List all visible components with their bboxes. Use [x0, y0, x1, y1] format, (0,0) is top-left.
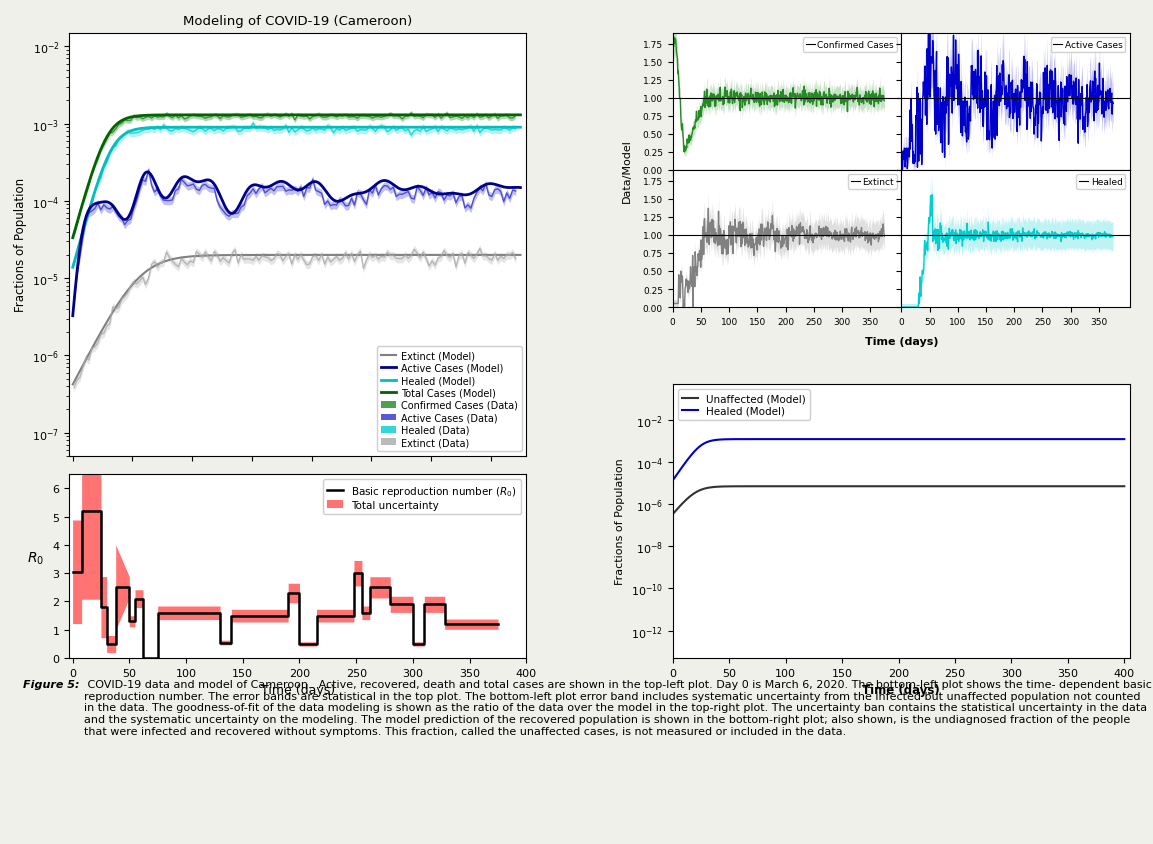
Legend: Extinct (Model), Active Cases (Model), Healed (Model), Total Cases (Model), Conf: Extinct (Model), Active Cases (Model), H…	[377, 347, 521, 452]
Basic reproduction number ($R_0$)	[383, 582, 397, 592]
Healed (Model)	[1007, 435, 1020, 445]
Text: Figure 5:: Figure 5:	[23, 679, 80, 690]
Healed (Model)	[969, 435, 982, 445]
Basic reproduction number ($R_0$)	[122, 616, 136, 626]
Basic reproduction number ($R_0$)	[128, 594, 142, 604]
Healed (Model)	[782, 435, 796, 445]
Y-axis label: Fractions of Population: Fractions of Population	[616, 458, 625, 585]
Unaffected (Model)	[965, 482, 979, 492]
Unaffected (Model)	[871, 482, 884, 492]
Line: Unaffected (Model): Unaffected (Model)	[672, 487, 1124, 515]
Basic reproduction number ($R_0$)	[66, 567, 80, 577]
Healed (Model)	[665, 476, 679, 486]
X-axis label: Time (days): Time (days)	[261, 684, 334, 696]
Healed (Model)	[746, 435, 760, 445]
Legend: Unaffected (Model), Healed (Model): Unaffected (Model), Healed (Model)	[678, 390, 809, 420]
Basic reproduction number ($R_0$)	[225, 611, 239, 621]
Line: Healed (Model): Healed (Model)	[672, 440, 1124, 481]
Legend: Healed: Healed	[1077, 176, 1125, 190]
Unaffected (Model)	[969, 482, 982, 492]
Legend: Extinct: Extinct	[849, 176, 897, 190]
Basic reproduction number ($R_0$)	[75, 506, 89, 517]
Y-axis label: Fractions of Population: Fractions of Population	[14, 178, 27, 312]
Text: COVID-19 data and model of Cameroon.  Active, recovered, death and total cases a: COVID-19 data and model of Cameroon. Act…	[84, 679, 1152, 736]
Healed (Model)	[925, 435, 939, 445]
Healed (Model)	[1117, 435, 1131, 445]
Unaffected (Model)	[746, 482, 760, 492]
Unaffected (Model)	[782, 482, 796, 492]
Line: Basic reproduction number ($R_0$): Basic reproduction number ($R_0$)	[73, 511, 498, 658]
Unaffected (Model)	[665, 510, 679, 520]
Unaffected (Model)	[1117, 482, 1131, 492]
Legend: Active Cases: Active Cases	[1050, 38, 1125, 52]
Healed (Model)	[933, 435, 947, 445]
Y-axis label: $R_0$: $R_0$	[28, 550, 44, 566]
Unaffected (Model)	[1007, 482, 1020, 492]
Text: Time (days): Time (days)	[865, 337, 939, 346]
Text: Data/Model: Data/Model	[621, 138, 632, 203]
Healed (Model)	[871, 435, 884, 445]
Title: Modeling of COVID-19 (Cameroon): Modeling of COVID-19 (Cameroon)	[183, 15, 413, 29]
Legend: Basic reproduction number ($R_0$), Total uncertainty: Basic reproduction number ($R_0$), Total…	[323, 479, 521, 514]
Legend: Confirmed Cases: Confirmed Cases	[802, 38, 897, 52]
Basic reproduction number ($R_0$)	[383, 599, 397, 609]
Unaffected (Model)	[932, 482, 945, 492]
Basic reproduction number ($R_0$)	[491, 619, 505, 630]
Basic reproduction number ($R_0$)	[136, 653, 150, 663]
Basic reproduction number ($R_0$)	[128, 594, 142, 604]
X-axis label: Time (days): Time (days)	[862, 684, 940, 696]
